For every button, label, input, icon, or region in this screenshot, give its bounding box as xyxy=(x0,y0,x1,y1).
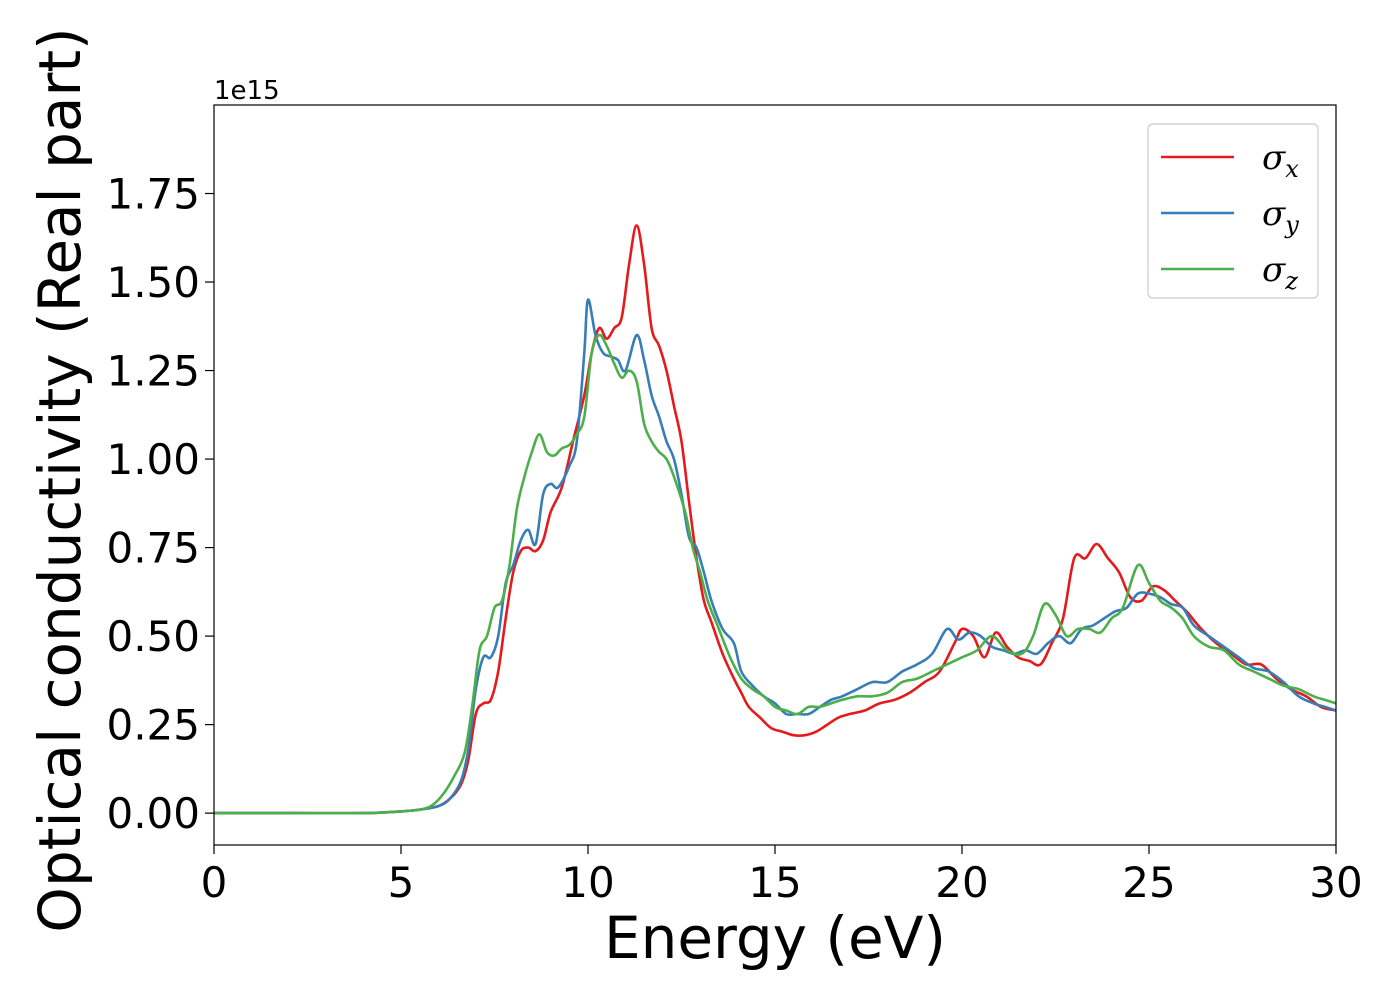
legend-entry-y: σy xyxy=(1262,194,1299,239)
y-tick-label: 0.25 xyxy=(106,701,200,750)
legend-entry-name: σ xyxy=(1262,250,1286,290)
legend-box xyxy=(1147,123,1319,299)
y-tick-label: 1.75 xyxy=(106,170,200,219)
y-tick-label: 1.00 xyxy=(106,435,200,484)
series-line-z xyxy=(214,333,1336,815)
legend-entry-name: σ xyxy=(1262,194,1286,234)
x-tick-label: 20 xyxy=(935,858,988,907)
x-tick-label: 30 xyxy=(1309,858,1362,907)
legend-entry-z: σz xyxy=(1262,250,1298,295)
x-axis-ticks: 0 5 10 15 20 25 30 xyxy=(201,845,1363,907)
x-tick-label: 5 xyxy=(388,858,415,907)
y-tick-label: 0.75 xyxy=(106,524,200,573)
legend-entry-subscript: x xyxy=(1285,155,1299,183)
legend-entry-subscript: y xyxy=(1284,211,1299,239)
legend-entry-name: σ xyxy=(1262,138,1286,178)
y-axis-ticks: 0.00 0.25 0.50 0.75 1.00 1.25 1.50 1.75 xyxy=(106,170,214,838)
x-tick-label: 10 xyxy=(561,858,614,907)
y-tick-label: 1.25 xyxy=(106,347,200,396)
y-tick-label: 1.50 xyxy=(106,258,200,307)
y-tick-label: 0.00 xyxy=(106,789,200,838)
legend-entry-x: σx xyxy=(1262,138,1299,183)
series-line-y xyxy=(214,298,1336,815)
series-layer xyxy=(214,224,1336,815)
x-tick-label: 0 xyxy=(201,858,228,907)
series-line-x xyxy=(214,224,1336,815)
legend-entry-subscript: z xyxy=(1284,267,1298,295)
x-tick-label: 15 xyxy=(748,858,801,907)
y-axis-label: Optical conductivity (Real part) xyxy=(26,27,94,932)
y-axis-offset-text: 1e15 xyxy=(214,76,280,106)
x-axis-label: Energy (eV) xyxy=(604,904,946,972)
x-tick-label: 25 xyxy=(1122,858,1175,907)
y-tick-label: 0.50 xyxy=(106,612,200,661)
